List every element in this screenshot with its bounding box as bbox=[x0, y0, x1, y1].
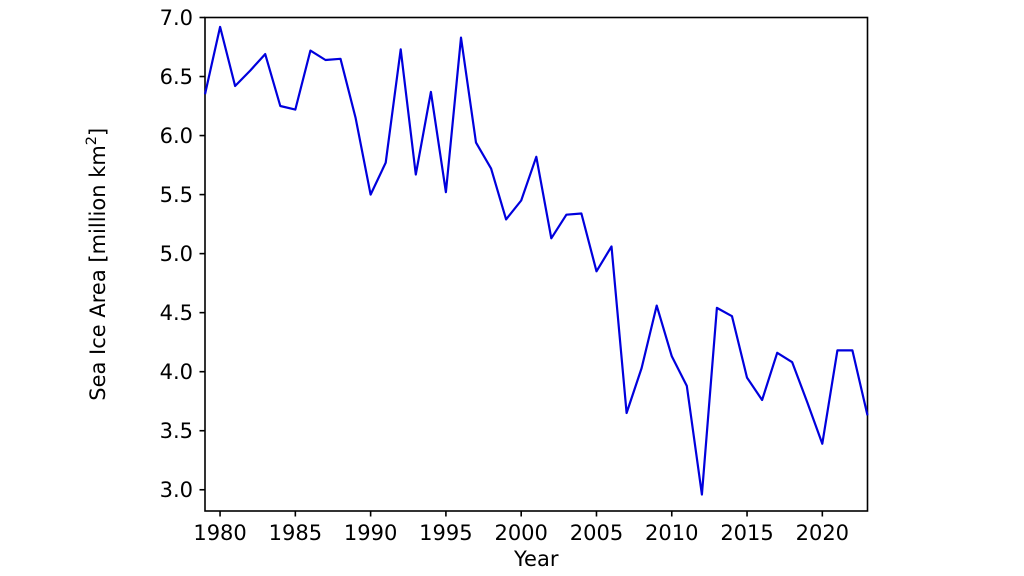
y-tick-label: 3.5 bbox=[160, 419, 193, 443]
y-axis-ticks: 3.0 3.5 4.0 4.5 5.0 5.5 6.0 6.5 7.0 bbox=[160, 6, 205, 502]
y-tick-label: 7.0 bbox=[160, 6, 193, 30]
y-axis-label-text: ] bbox=[86, 128, 110, 136]
y-axis-label: Sea Ice Area [million km2] bbox=[84, 128, 110, 401]
x-tick-label: 1990 bbox=[344, 521, 397, 545]
y-tick-label: 6.5 bbox=[160, 65, 193, 89]
x-axis-label: Year bbox=[513, 547, 559, 571]
sea-ice-line bbox=[203, 25, 869, 496]
y-tick-label: 4.0 bbox=[160, 360, 193, 384]
x-tick-label: 2015 bbox=[720, 521, 773, 545]
x-tick-label: 2020 bbox=[796, 521, 849, 545]
x-tick-label: 1995 bbox=[419, 521, 472, 545]
x-tick-label: 1985 bbox=[269, 521, 322, 545]
y-tick-label: 5.5 bbox=[160, 183, 193, 207]
plot-area bbox=[204, 16, 869, 512]
y-tick-label: 6.0 bbox=[160, 124, 193, 148]
y-tick-label: 3.0 bbox=[160, 478, 193, 502]
y-axis-label-superscript: 2 bbox=[84, 136, 100, 145]
x-tick-label: 2010 bbox=[645, 521, 698, 545]
x-tick-label: 1980 bbox=[193, 521, 246, 545]
y-tick-label: 5.0 bbox=[160, 242, 193, 266]
x-axis-ticks: 1980 1985 1990 1995 2000 2005 2010 2015 2020 bbox=[193, 511, 849, 545]
y-axis-label-text: Sea Ice Area [million km bbox=[86, 145, 110, 401]
x-tick-label: 2005 bbox=[570, 521, 623, 545]
y-tick-label: 4.5 bbox=[160, 301, 193, 325]
x-tick-label: 2000 bbox=[494, 521, 547, 545]
